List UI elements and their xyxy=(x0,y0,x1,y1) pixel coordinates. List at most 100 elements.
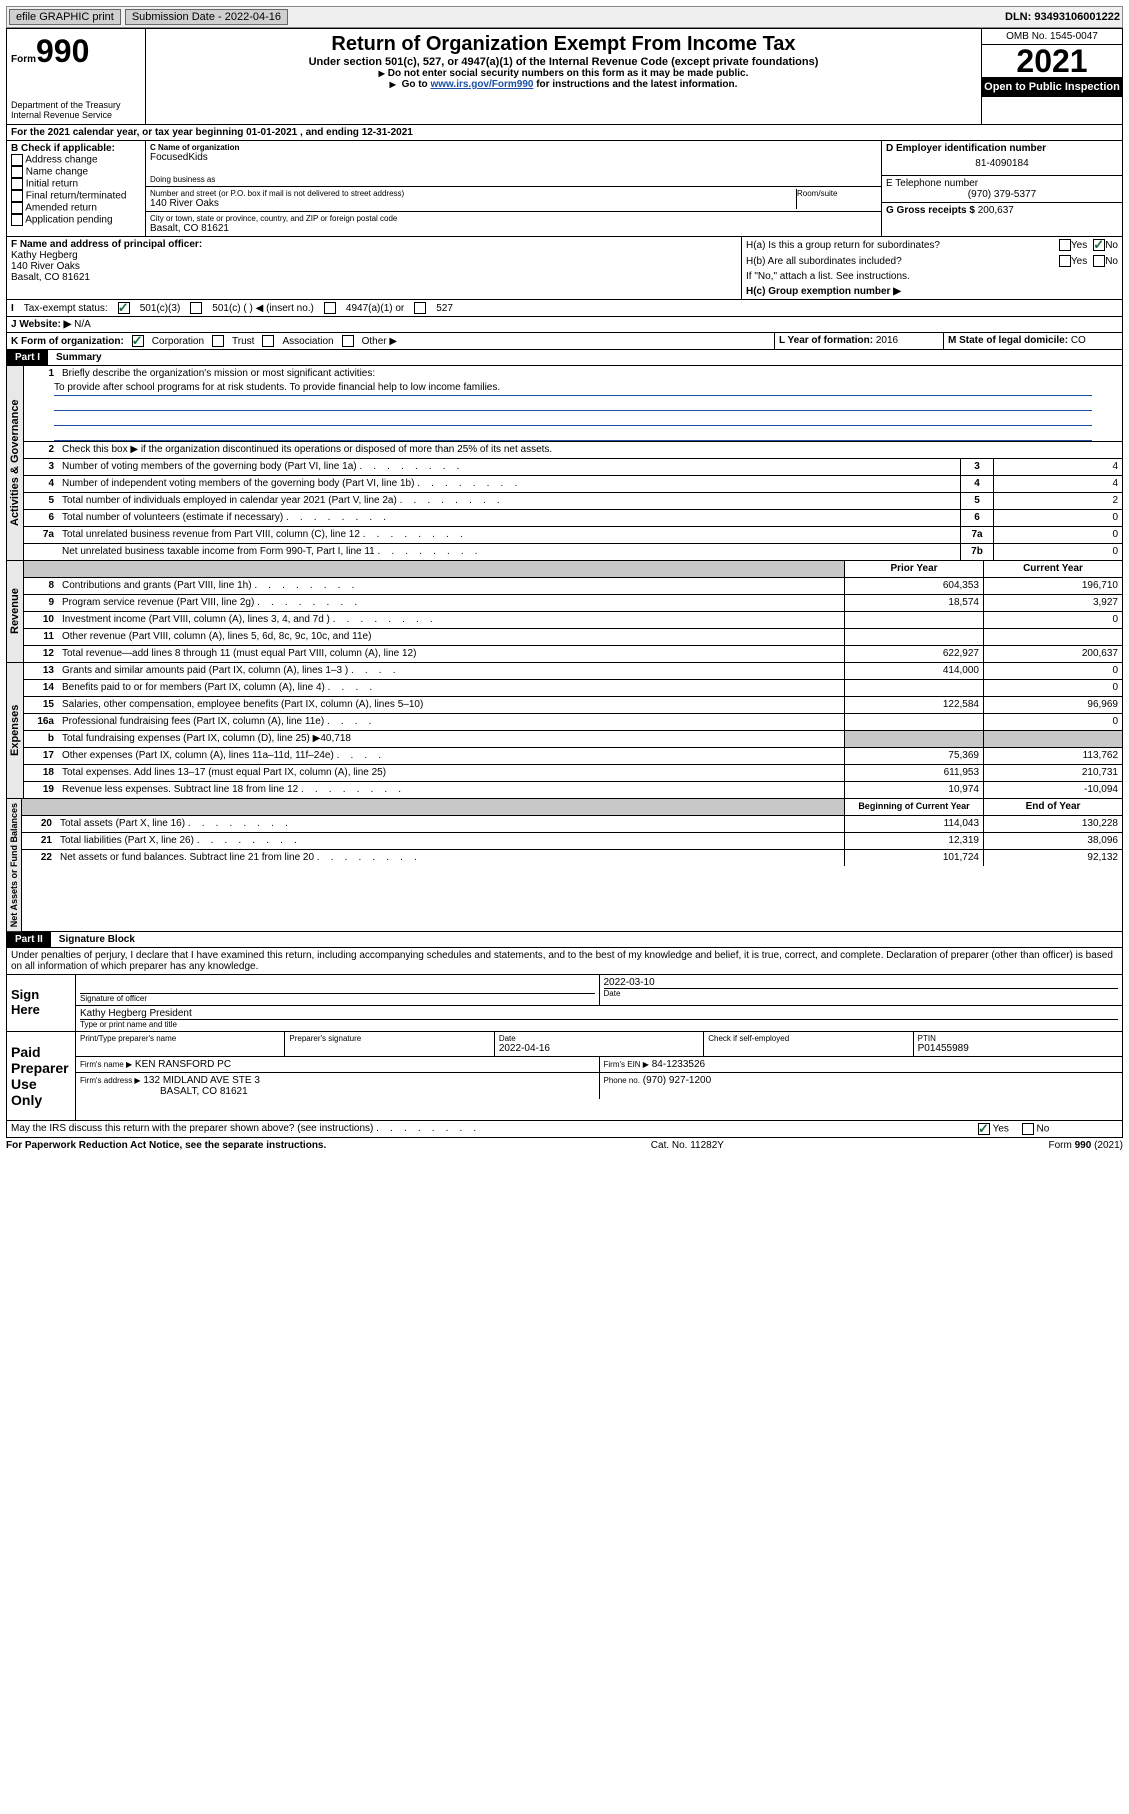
efile-button[interactable]: efile GRAPHIC print xyxy=(9,9,121,25)
line9-prior: 18,574 xyxy=(844,595,983,611)
firm-addr1-value: 132 MIDLAND AVE STE 3 xyxy=(143,1075,260,1086)
prep-date-value: 2022-04-16 xyxy=(499,1043,699,1054)
line21-current: 38,096 xyxy=(983,833,1122,849)
prep-date-label: Date xyxy=(499,1034,699,1043)
line10-text: Investment income (Part VIII, column (A)… xyxy=(58,612,844,628)
cb-amended-return[interactable]: Amended return xyxy=(11,202,141,214)
mission-text: To provide after school programs for at … xyxy=(54,381,1092,396)
cb-527[interactable] xyxy=(414,302,426,314)
form-number: Form990 xyxy=(11,33,141,70)
line16b-text: Total fundraising expenses (Part IX, col… xyxy=(58,731,844,747)
col-current: Current Year xyxy=(983,561,1122,577)
firm-ein-label: Firm's EIN ▶ xyxy=(604,1060,649,1069)
cb-assoc[interactable] xyxy=(262,335,274,347)
ha-label: H(a) Is this a group return for subordin… xyxy=(746,240,1059,251)
period-row: For the 2021 calendar year, or tax year … xyxy=(6,125,1123,141)
revenue-section: Revenue Prior Year Current Year 8 Contri… xyxy=(6,561,1123,663)
room-label: Room/suite xyxy=(797,189,877,198)
line22-text: Net assets or fund balances. Subtract li… xyxy=(56,850,844,866)
col-end: End of Year xyxy=(983,799,1122,815)
sign-here-label: Sign Here xyxy=(7,975,76,1031)
declaration-row: Under penalties of perjury, I declare th… xyxy=(6,948,1123,975)
top-bar: efile GRAPHIC print Submission Date - 20… xyxy=(6,6,1123,28)
firm-addr-label: Firm's address ▶ xyxy=(80,1076,141,1085)
line10-current: 0 xyxy=(983,612,1122,628)
hb-no-checkbox[interactable] xyxy=(1093,255,1105,267)
line14-current: 0 xyxy=(983,680,1122,696)
vlabel-governance: Activities & Governance xyxy=(7,366,24,560)
line11-current xyxy=(983,629,1122,645)
website-value: N/A xyxy=(74,319,91,330)
cb-application-pending[interactable]: Application pending xyxy=(11,214,141,226)
cb-501c[interactable] xyxy=(190,302,202,314)
line19-text: Revenue less expenses. Subtract line 18 … xyxy=(58,782,844,798)
period-text: For the 2021 calendar year, or tax year … xyxy=(7,125,417,140)
discuss-yes-checkbox[interactable] xyxy=(978,1123,990,1135)
city-label: City or town, state or province, country… xyxy=(150,214,877,223)
q1-label: Briefly describe the organization's miss… xyxy=(58,366,1122,381)
line17-current: 113,762 xyxy=(983,748,1122,764)
cb-address-change[interactable]: Address change xyxy=(11,154,141,166)
box-f-label: F Name and address of principal officer: xyxy=(11,239,737,250)
open-public-label: Open to Public Inspection xyxy=(982,77,1122,97)
governance-section: Activities & Governance 1 Briefly descri… xyxy=(6,366,1123,561)
net-assets-section: Net Assets or Fund Balances Beginning of… xyxy=(6,799,1123,932)
line20-text: Total assets (Part X, line 16) xyxy=(56,816,844,832)
part2-label: Part II xyxy=(7,932,51,947)
cb-trust[interactable] xyxy=(212,335,224,347)
cb-name-change[interactable]: Name change xyxy=(11,166,141,178)
line5-value: 2 xyxy=(993,493,1122,509)
cb-corp[interactable] xyxy=(132,335,144,347)
line11-prior xyxy=(844,629,983,645)
line16a-prior xyxy=(844,714,983,730)
footer-cat: Cat. No. 11282Y xyxy=(651,1140,724,1151)
discuss-no-checkbox[interactable] xyxy=(1022,1123,1034,1135)
line7b-value: 0 xyxy=(993,544,1122,560)
line7a-value: 0 xyxy=(993,527,1122,543)
cb-final-return[interactable]: Final return/terminated xyxy=(11,190,141,202)
ha-no-checkbox[interactable] xyxy=(1093,239,1105,251)
preparer-name-label: Print/Type preparer's name xyxy=(76,1032,285,1056)
line19-prior: 10,974 xyxy=(844,782,983,798)
cb-initial-return[interactable]: Initial return xyxy=(11,178,141,190)
paid-preparer-block: Paid Preparer Use Only Print/Type prepar… xyxy=(6,1032,1123,1121)
line14-prior xyxy=(844,680,983,696)
line21-text: Total liabilities (Part X, line 26) xyxy=(56,833,844,849)
line12-prior: 622,927 xyxy=(844,646,983,662)
line11-text: Other revenue (Part VIII, column (A), li… xyxy=(58,629,844,645)
org-city: Basalt, CO 81621 xyxy=(150,223,877,234)
form-title: Return of Organization Exempt From Incom… xyxy=(150,33,977,56)
officer-name-title: Kathy Hegberg President xyxy=(80,1008,1118,1019)
dln-label: DLN: 93493106001222 xyxy=(1005,11,1120,23)
box-l-label: L Year of formation: xyxy=(779,335,873,346)
form990-link[interactable]: www.irs.gov/Form990 xyxy=(430,79,533,90)
line5-text: Total number of individuals employed in … xyxy=(58,493,960,509)
ha-yes-checkbox[interactable] xyxy=(1059,239,1071,251)
cb-4947[interactable] xyxy=(324,302,336,314)
section-fh: F Name and address of principal officer:… xyxy=(6,237,1123,300)
paid-preparer-label: Paid Preparer Use Only xyxy=(7,1032,76,1120)
sig-date-value: 2022-03-10 xyxy=(604,977,1119,988)
box-c-name-label: C Name of organization xyxy=(150,143,877,152)
firm-phone-value: (970) 927-1200 xyxy=(643,1075,711,1086)
box-d-label: D Employer identification number xyxy=(886,143,1118,154)
line16a-text: Professional fundraising fees (Part IX, … xyxy=(58,714,844,730)
footer-right: Form 990 (2021) xyxy=(1049,1140,1123,1151)
addr-label: Number and street (or P.O. box if mail i… xyxy=(150,189,796,198)
line12-text: Total revenue—add lines 8 through 11 (mu… xyxy=(58,646,844,662)
line8-prior: 604,353 xyxy=(844,578,983,594)
hb-yes-checkbox[interactable] xyxy=(1059,255,1071,267)
website-label: Website: ▶ xyxy=(19,319,71,330)
note-ssn: Do not enter social security numbers on … xyxy=(150,68,977,79)
box-b-label: B Check if applicable: xyxy=(11,143,141,154)
line22-current: 92,132 xyxy=(983,850,1122,866)
line22-prior: 101,724 xyxy=(844,850,983,866)
cb-501c3[interactable] xyxy=(118,302,130,314)
ptin-label: PTIN xyxy=(918,1034,1118,1043)
submission-date-button[interactable]: Submission Date - 2022-04-16 xyxy=(125,9,288,25)
section-j: J Website: ▶ N/A xyxy=(6,317,1123,333)
section-klm: K Form of organization: Corporation Trus… xyxy=(6,333,1123,350)
check-self-employed[interactable]: Check if self-employed xyxy=(704,1032,913,1056)
firm-ein-value: 84-1233526 xyxy=(652,1059,705,1070)
cb-other[interactable] xyxy=(342,335,354,347)
